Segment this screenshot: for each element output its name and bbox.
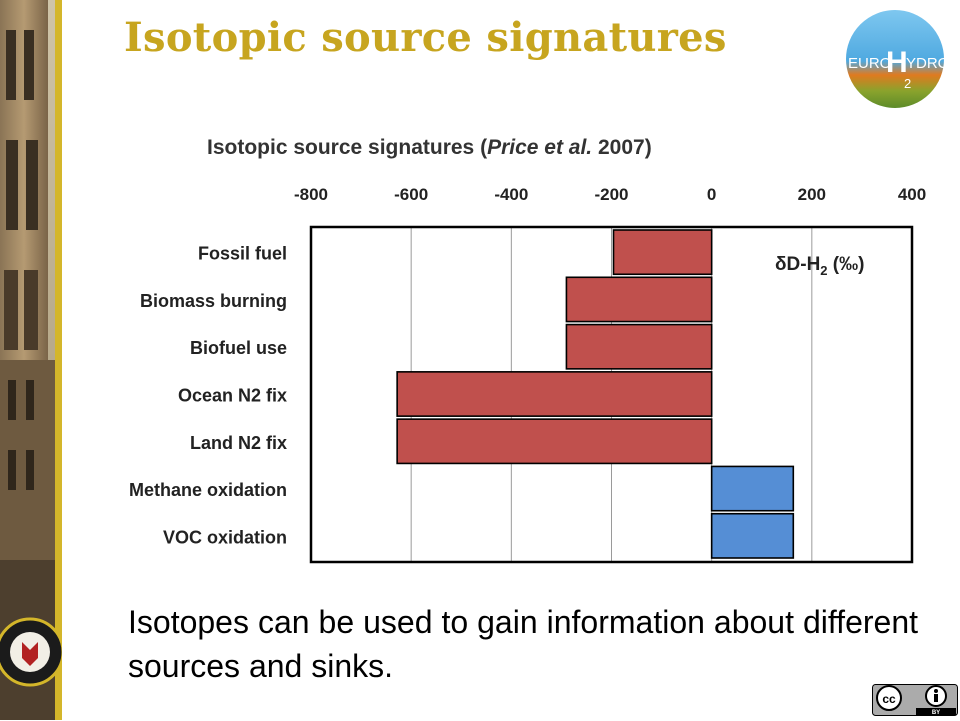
bar (565, 276, 713, 323)
bar-chart: Isotopic source signatures (Price et al.… (129, 136, 926, 564)
chart-title: Isotopic source signatures (Price et al.… (207, 136, 652, 159)
x-tick-labels: -800 -600 -400 -200 0 200 400 (294, 185, 926, 204)
x-tick-label: 200 (798, 185, 826, 204)
bar (612, 229, 713, 276)
unit-annotation-sub: 2 (820, 263, 827, 278)
category-label: Biomass burning (140, 291, 287, 311)
logo-word-right: YDROS (906, 55, 950, 72)
category-label: Biofuel use (190, 338, 287, 358)
logo-subscript: 2 (904, 76, 911, 91)
license-label: BY (932, 710, 940, 716)
category-labels: Fossil fuel Biomass burning Biofuel use Oce… (129, 244, 287, 548)
category-label: Ocean N2 fix (178, 386, 287, 406)
logo-letter-h: H (886, 46, 908, 79)
x-tick-label: -400 (494, 185, 528, 204)
chart-title-prefix: Isotopic source signatures ( (207, 136, 487, 159)
cc-icon: cc (876, 685, 902, 711)
x-tick-label: 0 (707, 185, 716, 204)
chart-title-citation: Price et al. (487, 136, 592, 159)
bar (710, 512, 795, 559)
side-photo (0, 0, 62, 720)
unit-annotation-unit: (‰) (828, 254, 865, 275)
bar (565, 323, 713, 370)
tower-photo (0, 0, 62, 720)
eurohydros-logo: EURO H YDROS 2 (840, 6, 959, 112)
bar (396, 371, 713, 417)
x-tick-label: -200 (594, 185, 628, 204)
bar (710, 465, 795, 512)
svg-text:cc: cc (882, 692, 896, 706)
bar (396, 418, 713, 465)
university-seal-icon (0, 617, 62, 687)
by-icon (925, 685, 947, 707)
category-label: Fossil fuel (198, 244, 287, 264)
chart: Isotopic source signatures (Price et al.… (95, 126, 935, 576)
unit-annotation-main: δD-H (775, 254, 820, 275)
body-text: Isotopes can be used to gain information… (128, 604, 918, 684)
x-tick-label: 400 (898, 185, 926, 204)
x-tick-label: -800 (294, 185, 328, 204)
slide-title: Isotopic source signatures (124, 14, 727, 61)
plot-frame (309, 225, 914, 564)
logo-word-left: EURO (848, 55, 891, 72)
x-tick-label: -600 (394, 185, 428, 204)
category-label: Methane oxidation (129, 480, 287, 500)
bars (396, 229, 795, 559)
unit-annotation: δD-H2 (‰) (775, 254, 864, 278)
category-label: VOC oxidation (163, 527, 287, 547)
chart-title-suffix: 2007) (592, 136, 652, 159)
cc-by-badge[interactable]: cc BY (872, 684, 958, 716)
category-label: Land N2 fix (190, 433, 287, 453)
